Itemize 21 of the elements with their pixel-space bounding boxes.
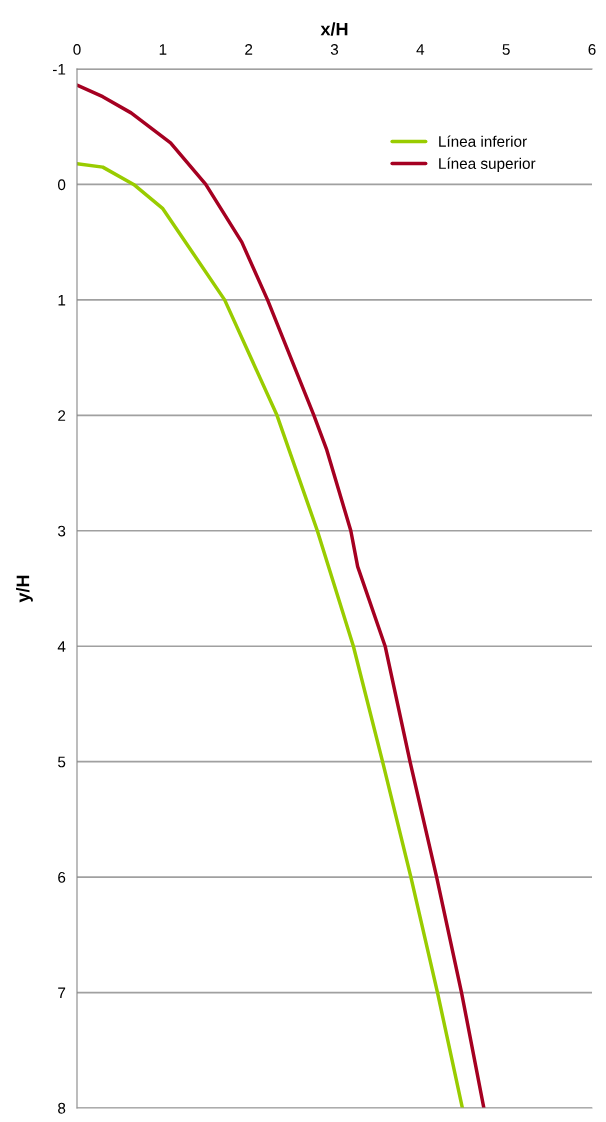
y-tick-label: 0	[57, 179, 66, 191]
x-axis-title: x/H	[320, 22, 348, 36]
x-tick-label: 1	[159, 44, 167, 55]
x-tick-label: 6	[588, 44, 596, 55]
y-axis-title: y/H	[16, 575, 33, 603]
y-tick-label: 7	[58, 987, 66, 999]
y-tick-label: 4	[57, 641, 66, 652]
y-tick-label: 8	[58, 1102, 66, 1114]
legend-label: Línea superior	[439, 157, 536, 172]
y-tick-label: 2	[58, 410, 66, 421]
y-tick-label: 1	[58, 294, 66, 306]
y-tick-label: -1	[52, 64, 66, 75]
y-tick-label: 5	[58, 756, 66, 768]
x-tick-label: 5	[502, 44, 510, 55]
x-tick-label: 4	[416, 44, 425, 55]
y-tick-label: 3	[57, 525, 66, 537]
x-tick-label: 2	[245, 44, 253, 55]
y-tick-label: 6	[58, 871, 66, 883]
x-tick-label: 0	[73, 44, 81, 55]
x-tick-label: 3	[330, 44, 339, 55]
legend-label: Línea inferior	[439, 135, 527, 147]
